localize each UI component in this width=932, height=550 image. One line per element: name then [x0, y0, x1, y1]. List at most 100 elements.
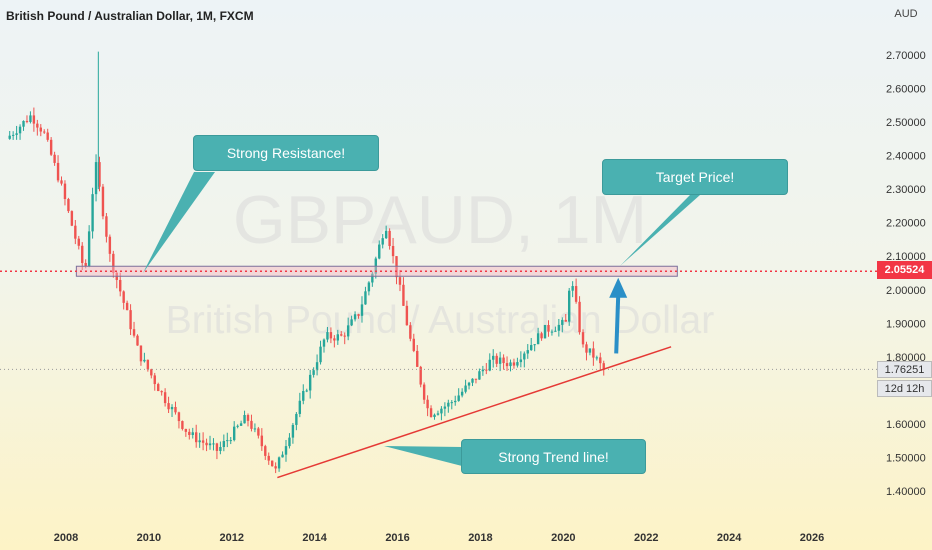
resistance-note[interactable]: Strong Resistance! — [193, 135, 379, 171]
candle-body — [291, 424, 295, 438]
candle-body — [530, 345, 533, 351]
candle-body — [478, 371, 481, 380]
y-tick-label: 2.70000 — [886, 50, 926, 62]
candle-body — [195, 432, 198, 443]
candle-body — [561, 319, 564, 325]
candle-body — [333, 338, 336, 341]
candle-body — [132, 329, 136, 336]
candle-body — [574, 286, 578, 302]
candle-body — [312, 370, 315, 375]
candle-body — [112, 253, 115, 273]
trendline-note[interactable]: Strong Trend line! — [461, 439, 646, 474]
candle-body — [181, 421, 184, 429]
currency-label: AUD — [894, 8, 918, 20]
candle-body — [56, 162, 60, 181]
x-tick-label: 2016 — [385, 532, 409, 544]
y-tick-label: 1.40000 — [886, 486, 926, 498]
last-price-tag: 1.76251 — [877, 361, 932, 378]
candle-body — [557, 324, 561, 331]
x-tick-label: 2014 — [302, 532, 327, 544]
candle-body — [243, 414, 246, 424]
candle-body — [25, 120, 29, 122]
candle-body — [371, 273, 374, 283]
candle-body — [357, 314, 360, 316]
watermark: GBPAUD, 1M British Pound / Australian Do… — [166, 182, 714, 342]
candle-body — [526, 350, 529, 354]
candle-body — [105, 216, 108, 237]
candle-body — [239, 423, 243, 426]
candle-body — [305, 390, 308, 392]
candle-body — [481, 369, 485, 372]
candle-body — [422, 384, 426, 400]
candle-body — [329, 332, 333, 339]
candle-body — [277, 457, 281, 469]
candle-body — [405, 305, 409, 326]
overlays — [0, 172, 877, 479]
candle-body — [402, 284, 405, 306]
x-tick-label: 2010 — [137, 532, 161, 544]
candle-body — [364, 291, 367, 305]
candle-body — [536, 333, 540, 345]
watermark-symbol: GBPAUD, 1M — [233, 182, 647, 258]
y-tick-label: 2.20000 — [886, 218, 926, 230]
x-tick-label: 2012 — [220, 532, 244, 544]
candle-body — [509, 362, 512, 367]
candle-body — [260, 435, 264, 447]
candle-body — [208, 443, 212, 446]
candle-body — [595, 357, 599, 359]
candle-body — [150, 369, 153, 376]
candle-body — [419, 366, 422, 385]
candle-body — [436, 413, 440, 415]
y-tick-label: 1.50000 — [886, 452, 926, 464]
candle-body — [170, 406, 174, 410]
x-tick-label: 2018 — [468, 532, 492, 544]
candle-body — [15, 133, 18, 135]
candle-body — [485, 369, 488, 371]
candle-body — [588, 348, 592, 353]
candle-body — [163, 392, 167, 404]
candle-body — [39, 127, 42, 132]
candle-body — [212, 443, 215, 445]
candle-body — [229, 440, 232, 442]
candle-body — [46, 132, 49, 140]
candle-body — [533, 344, 536, 346]
candle-body — [284, 446, 288, 455]
candle-body — [495, 355, 498, 364]
candle-body — [350, 319, 353, 326]
y-tick-label: 1.60000 — [886, 419, 926, 431]
candle-body — [281, 454, 284, 458]
candle-body — [391, 245, 395, 257]
target-note[interactable]: Target Price! — [602, 159, 788, 195]
candle-body — [450, 402, 453, 404]
candle-body — [474, 378, 478, 380]
candle-body — [232, 426, 236, 441]
candle-body — [94, 162, 98, 195]
candle-body — [346, 325, 350, 337]
candle-body — [447, 402, 450, 407]
candle-body — [457, 395, 460, 401]
candle-body — [568, 290, 571, 322]
trend-line[interactable] — [277, 346, 672, 479]
x-tick-label: 2022 — [634, 532, 658, 544]
candle-body — [585, 344, 588, 353]
chart-title: British Pound / Australian Dollar, 1M, F… — [6, 9, 254, 23]
candle-body — [205, 442, 208, 446]
candle-body — [367, 282, 371, 292]
candle-body — [554, 330, 557, 332]
candle-body — [378, 244, 381, 259]
candle-body — [77, 238, 80, 246]
candle-body — [236, 425, 239, 427]
candle-body — [429, 408, 433, 417]
candle-body — [125, 302, 129, 311]
candle-body — [101, 186, 105, 217]
candle-body — [81, 245, 84, 263]
candle-body — [70, 211, 74, 226]
candle-body — [250, 420, 253, 429]
candle-body — [63, 183, 67, 200]
x-tick-label: 2024 — [717, 532, 742, 544]
candle-body — [460, 391, 464, 396]
candle-body — [22, 120, 25, 127]
candle-body — [32, 115, 36, 124]
candle-body — [226, 440, 229, 442]
